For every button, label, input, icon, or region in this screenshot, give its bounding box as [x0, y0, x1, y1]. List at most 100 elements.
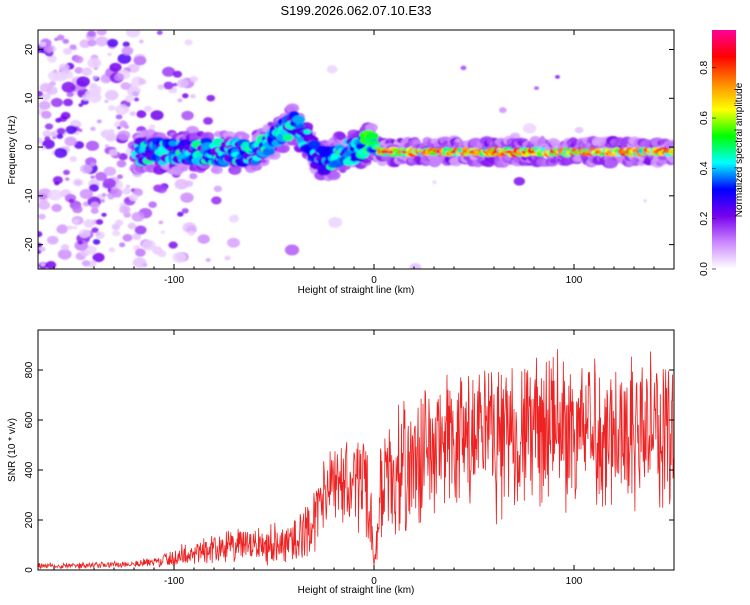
spectrogram-noise-cell: [92, 252, 105, 263]
spectrogram-noise-cell: [124, 197, 131, 203]
spectrogram-peak-cell: [607, 150, 612, 154]
spectrogram-noise-cell: [90, 201, 100, 210]
spectrogram-noise-cell: [206, 94, 216, 102]
spectrogram-noise-cell: [104, 89, 119, 101]
spectrogram-noise-cell: [211, 196, 222, 205]
spectrogram-frame: [37, 29, 675, 270]
spectrogram-noise-cell: [72, 225, 78, 230]
spectrogram-noise-cell: [63, 98, 74, 107]
spectrogram-noise-cell: [117, 130, 131, 141]
spectrogram-halo-cell: [180, 166, 189, 172]
spectrogram-noise-cell: [68, 198, 75, 204]
spectrogram-noise-cell: [233, 214, 238, 219]
spectrogram-peak-cell: [622, 150, 628, 154]
spectrogram-noise-cell: [38, 90, 44, 97]
snr-y-tick-label: 400: [24, 461, 35, 478]
spectrogram-noise-cell: [95, 219, 104, 225]
spectrogram-noise-cell: [131, 232, 142, 241]
spectrogram-noise-cell: [47, 70, 62, 82]
spectrogram-noise-cell: [110, 188, 123, 198]
colorbar-tick-label: 0.2: [699, 211, 710, 225]
spectrogram-peak-cell: [529, 150, 534, 154]
spectrogram-noise-cell: [108, 247, 116, 253]
spectrogram-noise-cell: [126, 85, 141, 97]
spectrogram-noise-cell: [163, 81, 174, 90]
spectrogram-noise-cell: [89, 82, 97, 89]
spectrogram-noise-cell: [182, 93, 189, 99]
colorbar-gradient: [712, 30, 736, 269]
spectrogram-noise-cell: [50, 97, 63, 108]
spectrogram-noise-cell: [38, 213, 46, 220]
spectrogram-noise-cell: [172, 82, 178, 87]
spectrogram-y-tick-label: -10: [24, 188, 35, 203]
spectrogram-noise-cell: [41, 110, 52, 119]
spectrogram-peak-cell: [516, 150, 521, 154]
spectrogram-noise-cell: [168, 241, 178, 249]
spectrogram-noise-cell: [533, 86, 540, 91]
spectrogram-noise-cell: [128, 193, 139, 202]
chart-title: S199.2026.062.07.10.E33: [280, 3, 431, 18]
spectrogram-noise-cell: [85, 140, 100, 151]
spectrogram-noise-cell: [66, 91, 74, 98]
spectrogram-noise-cell: [326, 65, 338, 74]
spectrogram-halo-cell: [365, 123, 378, 133]
spectrogram-noise-cell: [172, 70, 183, 78]
spectrogram-noise-cell: [188, 230, 195, 236]
spectrogram-noise-cell: [460, 65, 467, 71]
spectrogram-noise-cell: [84, 245, 97, 255]
snr-x-ticks: -100 0 100: [53, 330, 655, 587]
spectrogram-noise-cell: [189, 172, 198, 180]
spectrogram-noise-cell: [122, 41, 130, 48]
spectrogram-noise-cell: [133, 55, 147, 66]
spectrogram-noise-cell: [87, 30, 96, 37]
spectrogram-noise-cell: [150, 110, 164, 121]
spectrogram-noise-cell: [64, 136, 77, 146]
spectrogram-noise-cell: [57, 248, 72, 260]
spectrogram-peak-cell: [435, 150, 440, 154]
spectrogram-noise-cell: [125, 184, 131, 189]
spectrogram-noise-cell: [64, 177, 70, 181]
spectrogram-noise-cell: [89, 162, 96, 167]
spectrogram-peak-cell: [654, 150, 659, 154]
spectrogram-ridge-cell: [262, 147, 275, 156]
spectrogram-peak-cell: [383, 150, 388, 154]
snr-series-line: [38, 349, 674, 570]
spectrogram-noise-cell: [121, 46, 134, 56]
spectrogram-ridge-cell: [282, 133, 294, 142]
spectrogram-peak-cell: [388, 150, 394, 154]
spectrogram-noise-cell: [176, 78, 189, 88]
spectrogram-peak-cell: [664, 150, 669, 154]
spectrogram-noise-cell: [81, 67, 93, 76]
spectrogram-noise-cell: [41, 93, 51, 101]
snr-frame: [37, 329, 675, 571]
spectrogram-noise-cell: [120, 120, 126, 124]
spectrogram-noise-cell: [101, 212, 107, 217]
spectrogram-noise-cell: [122, 234, 133, 242]
spectrogram-noise-cell: [101, 193, 107, 197]
spectrogram-halo-cell: [669, 158, 674, 164]
spectrogram-noise-cell: [117, 53, 132, 64]
spectrogram-noise-cell: [554, 75, 560, 79]
spectrogram-peak-cell: [492, 150, 498, 154]
spectrogram-noise-cell: [66, 225, 73, 230]
spectrogram-noise-cell: [54, 181, 60, 186]
spectrogram-noise-cell: [107, 52, 112, 57]
spectrogram-noise-cell: [158, 220, 164, 225]
spectrogram-peak-cell: [451, 150, 456, 154]
spectrogram-noise-cell: [38, 137, 43, 144]
spectrogram-y-tick-label: 20: [24, 44, 35, 56]
spectrogram-noise-cell: [39, 41, 47, 48]
spectrogram-noise-cell: [87, 57, 102, 69]
spectrogram-noise-cell: [39, 246, 46, 252]
spectrogram-noise-cell: [42, 130, 52, 138]
snr-x-axis-label: Height of straight line (km): [298, 585, 415, 596]
snr-x-tick-label: -100: [164, 576, 184, 587]
spectrogram-noise-cell: [38, 200, 51, 210]
spectrogram-noise-cell: [72, 178, 84, 187]
spectrogram-noise-cell: [157, 250, 167, 258]
spectrogram-noise-cell: [43, 45, 54, 53]
spectrogram-noise-cell: [102, 178, 116, 189]
spectrogram-noise-cell: [44, 123, 54, 130]
